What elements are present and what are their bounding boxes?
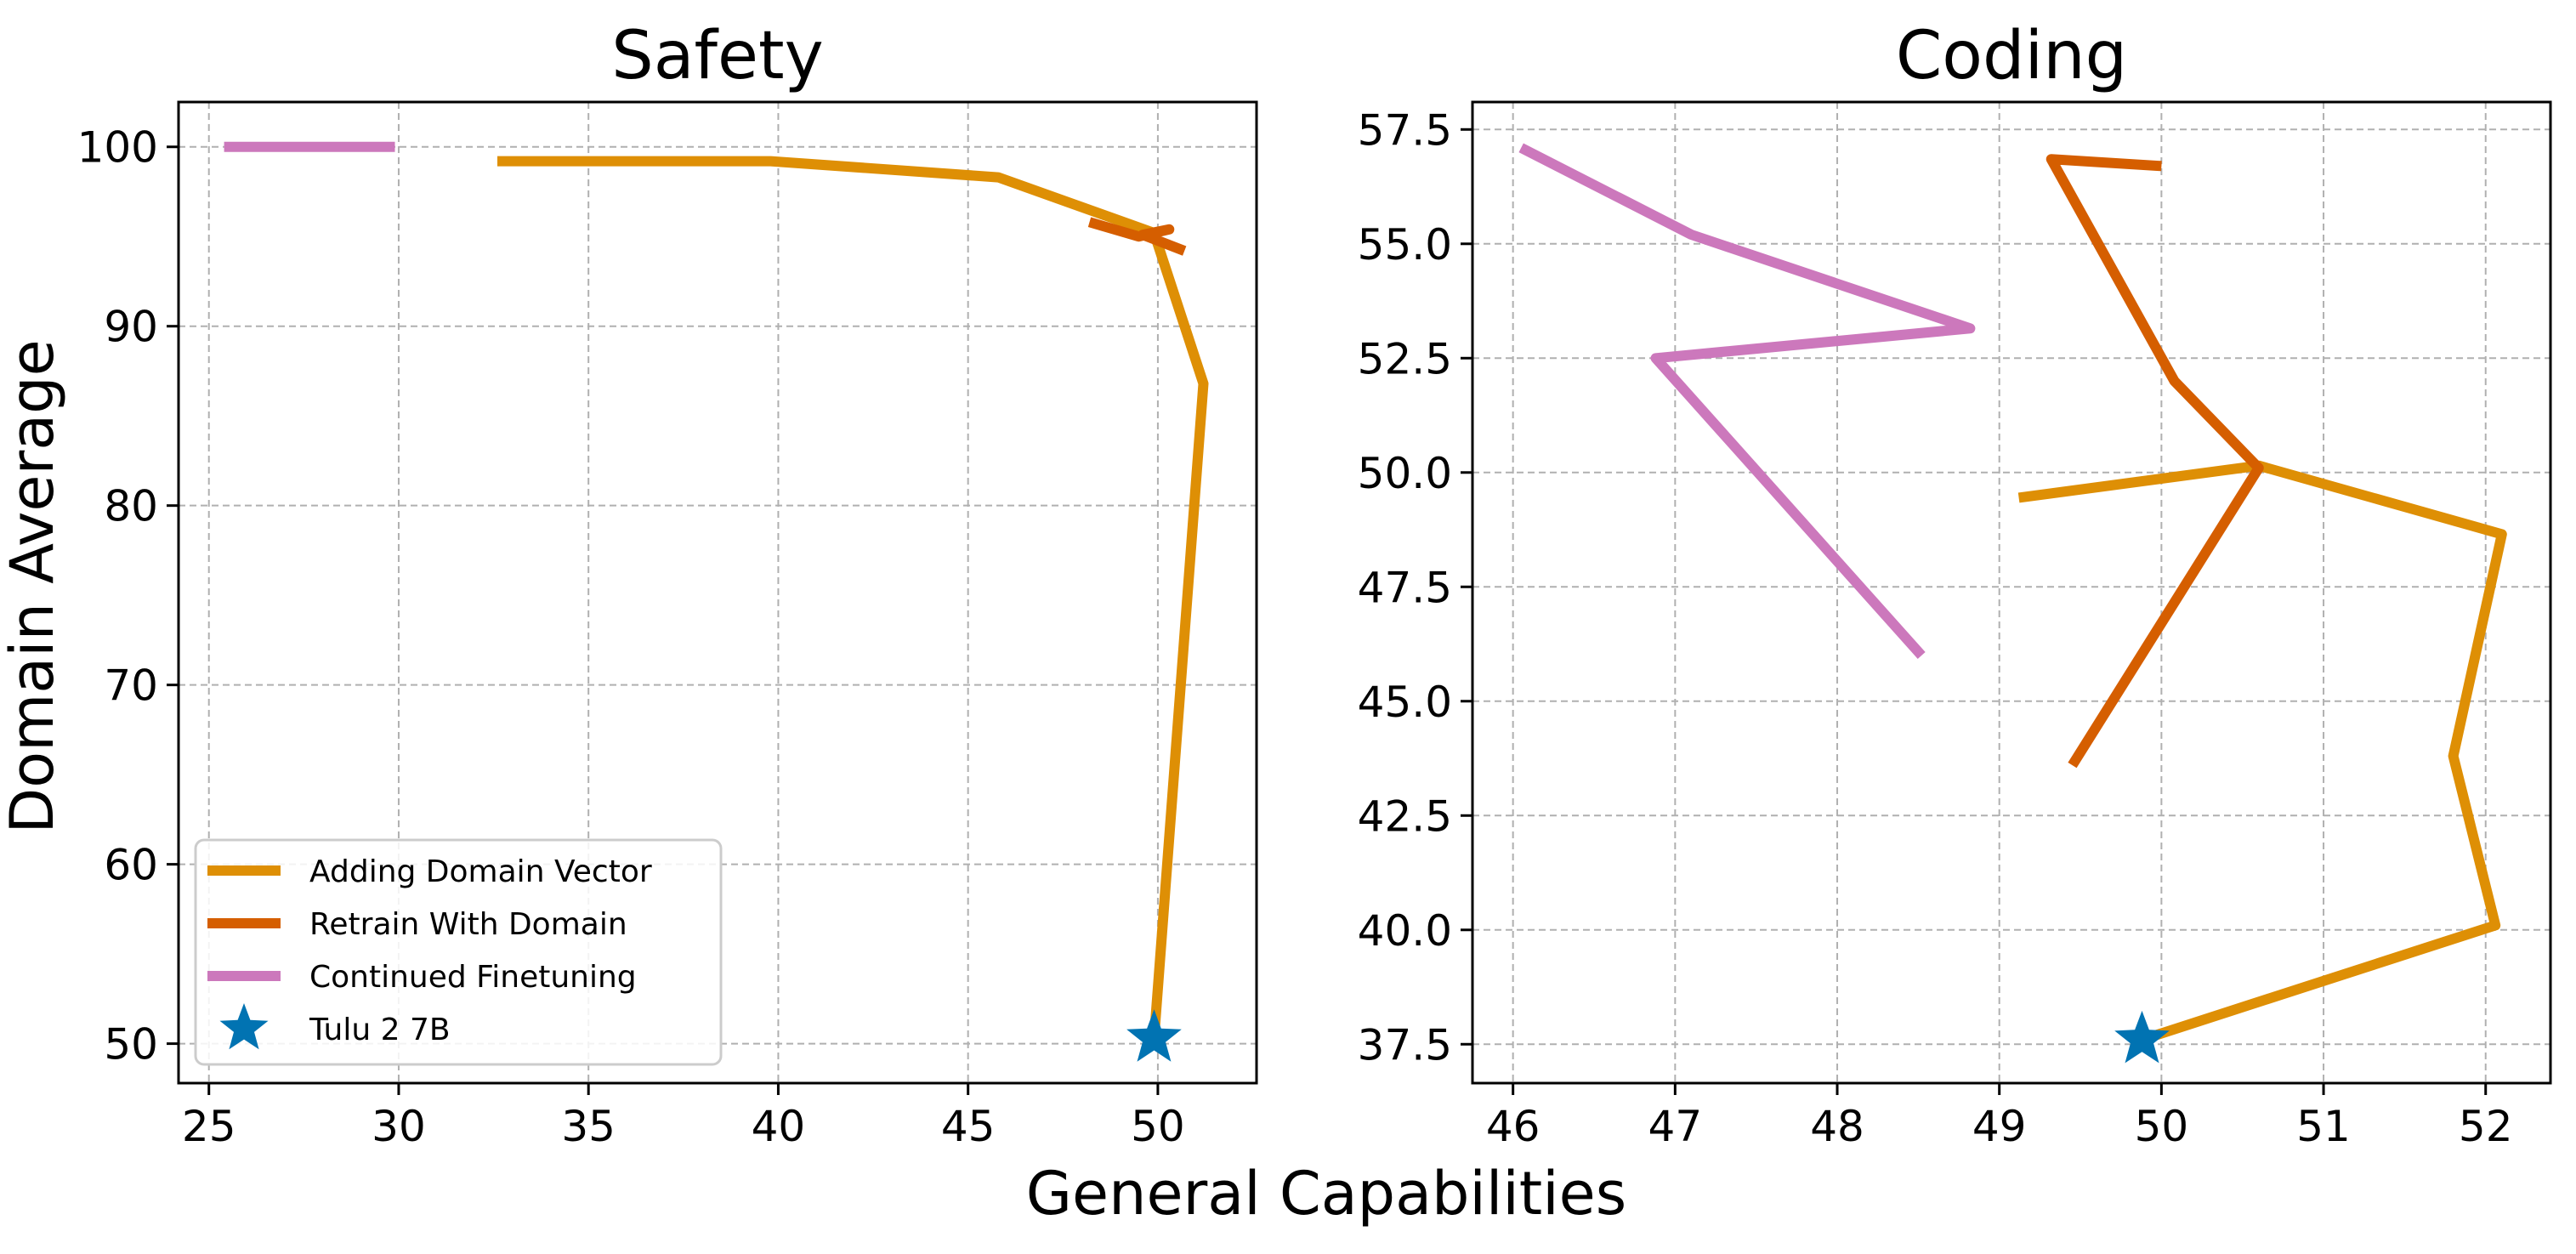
x-tick-label: 35 (561, 1102, 616, 1151)
y-tick-label: 90 (104, 303, 158, 352)
panel-title: Safety (611, 18, 824, 94)
y-tick-label: 70 (104, 661, 158, 711)
safety-panel: 25 30 35 40 45 50 50 60 70 80 90 100 Safety (77, 18, 1258, 1151)
series-line-retrain-with-domain (1087, 217, 1187, 256)
coding-panel: 46 47 48 49 50 51 52 37.5 40.0 42.5 45.0 47.5 50.0 52… (1358, 18, 2552, 1151)
x-tick-label: 47 (1648, 1102, 1703, 1151)
series-line-adding-domain-vector (2017, 460, 2507, 1045)
tulu-star-marker (2114, 1010, 2170, 1064)
y-tick-label: 47.5 (1358, 563, 1452, 612)
series-line-continued-finetuning (1518, 143, 1976, 659)
y-tick-label: 52.5 (1358, 334, 1452, 383)
y-tick-label: 60 (104, 841, 158, 890)
x-tick-label: 52 (2459, 1102, 2513, 1151)
legend: Adding Domain Vector Retrain With Domain C… (194, 838, 723, 1066)
y-tick-label: 100 (77, 123, 158, 173)
legend-entry-label: Continued Finetuning (309, 960, 637, 995)
axes-frame (177, 100, 1258, 1085)
legend-star-icon (219, 1003, 269, 1050)
x-tick-label: 25 (182, 1102, 236, 1151)
x-tick-label: 46 (1486, 1102, 1540, 1151)
y-tick-label: 80 (104, 482, 158, 531)
x-tick-label: 51 (2296, 1102, 2351, 1151)
x-axis-label: General Capabilities (1026, 1159, 1626, 1228)
x-tick-label: 50 (1131, 1102, 1185, 1151)
legend-entry-label: Adding Domain Vector (309, 854, 652, 889)
legend-entry-label: Retrain With Domain (309, 907, 627, 942)
y-tick-label: 40.0 (1358, 906, 1452, 956)
x-tick-label: 50 (2135, 1102, 2189, 1151)
tulu-star-marker (1126, 1009, 1182, 1062)
y-tick-label: 45.0 (1358, 678, 1452, 727)
series-line-adding-domain-vector (497, 156, 1209, 1039)
panel-title: Coding (1896, 18, 2127, 94)
y-tick-label: 50 (104, 1020, 158, 1070)
y-tick-label: 50.0 (1358, 449, 1452, 498)
y-tick-label: 42.5 (1358, 792, 1452, 841)
x-tick-label: 40 (752, 1102, 806, 1151)
axes-frame (1471, 100, 2552, 1085)
y-tick-label: 57.5 (1358, 105, 1452, 155)
y-tick-label: 37.5 (1358, 1020, 1452, 1070)
x-tick-label: 48 (1810, 1102, 1864, 1151)
y-axis-label: Domain Average (0, 339, 67, 833)
x-tick-label: 30 (372, 1102, 426, 1151)
series-line-retrain-with-domain (2045, 154, 2264, 769)
x-tick-label: 45 (941, 1102, 996, 1151)
y-tick-label: 55.0 (1358, 220, 1452, 270)
legend-entry-label: Tulu 2 7B (309, 1013, 451, 1047)
legend-box (194, 838, 723, 1066)
x-tick-label: 49 (1972, 1102, 2027, 1151)
